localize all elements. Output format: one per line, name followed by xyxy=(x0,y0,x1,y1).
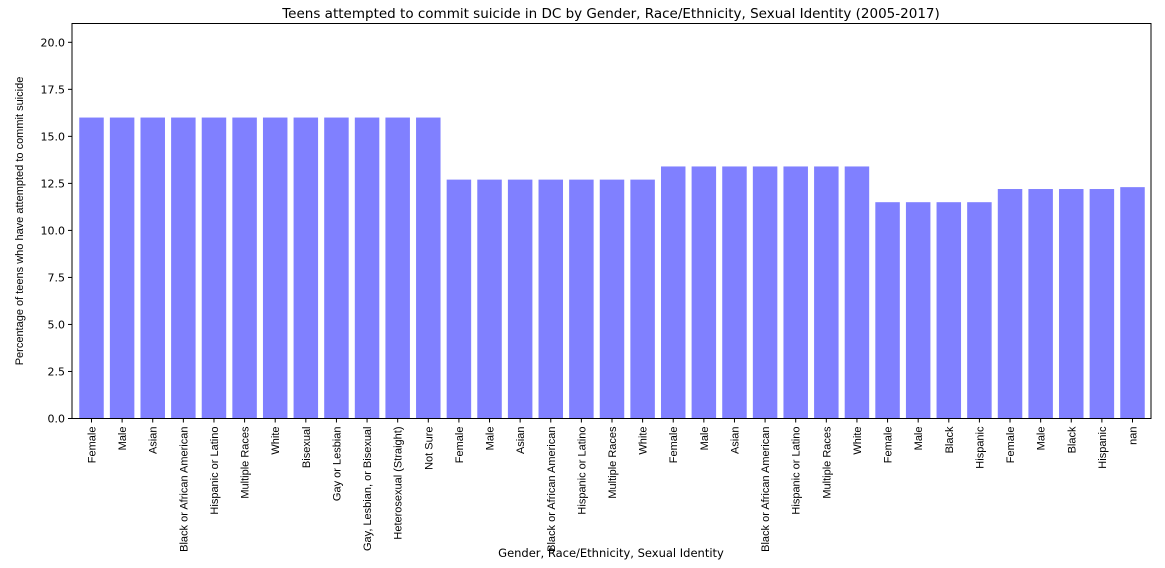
x-tick-label: Gay or Lesbian xyxy=(331,427,343,502)
x-tick-label: Female xyxy=(668,427,680,464)
x-tick-label: Multiple Races xyxy=(821,426,833,499)
chart-title: Teens attempted to commit suicide in DC … xyxy=(281,6,940,22)
x-tick-label: Multiple Races xyxy=(607,426,619,499)
x-axis: Female Male Asian Black or African American… xyxy=(87,418,1140,552)
bars xyxy=(79,117,1145,419)
bar xyxy=(1028,189,1053,419)
bar xyxy=(752,166,778,419)
y-tick-label: 12.5 xyxy=(41,177,66,190)
x-tick-label: White xyxy=(852,427,864,455)
x-tick-label: Male xyxy=(117,427,129,451)
bar xyxy=(967,202,992,419)
bar xyxy=(936,202,962,419)
bar xyxy=(997,189,1023,419)
x-tick-label: Male xyxy=(699,427,711,451)
bar xyxy=(538,179,564,419)
bar xyxy=(232,117,257,419)
y-tick-label: 17.5 xyxy=(41,83,66,96)
bar xyxy=(844,166,870,419)
x-tick-label: Hispanic xyxy=(1097,426,1109,469)
x-tick-label: Female xyxy=(454,427,466,464)
bar xyxy=(171,117,196,419)
y-tick-label: 15.0 xyxy=(41,130,66,143)
y-tick-label: 7.5 xyxy=(48,271,66,284)
bar xyxy=(783,166,808,419)
x-tick-label: Female xyxy=(87,427,99,464)
x-tick-label: Gay, Lesbian, or Bisexual xyxy=(362,427,374,552)
bar xyxy=(722,166,747,419)
bar xyxy=(1089,189,1115,419)
x-tick-label: Asian xyxy=(729,427,741,455)
x-tick-label: Multiple Races xyxy=(240,426,252,499)
bar xyxy=(446,179,472,419)
bar xyxy=(477,179,502,419)
bar xyxy=(691,166,717,419)
bar xyxy=(630,179,655,419)
bar xyxy=(905,202,931,419)
x-tick-label: White xyxy=(270,427,282,455)
bar xyxy=(385,117,410,419)
x-axis-label: Gender, Race/Ethnicity, Sexual Identity xyxy=(498,546,724,560)
y-tick-label: 10.0 xyxy=(41,224,66,237)
x-tick-label: Male xyxy=(485,427,497,451)
x-tick-label: Hispanic xyxy=(974,426,986,469)
x-tick-label: Black or African American xyxy=(546,427,558,552)
bar xyxy=(660,166,686,419)
bar xyxy=(875,202,900,419)
y-axis-label: Percentage of teens who have attempted t… xyxy=(14,77,26,366)
y-tick-label: 0.0 xyxy=(48,413,66,426)
bar xyxy=(507,179,533,419)
y-tick-label: 20.0 xyxy=(41,36,66,49)
x-tick-label: Hispanic or Latino xyxy=(209,427,221,515)
bar xyxy=(324,117,349,419)
x-tick-label: White xyxy=(638,427,650,455)
y-tick-label: 2.5 xyxy=(48,365,66,378)
bar xyxy=(1120,187,1145,419)
bar xyxy=(416,117,441,419)
bar xyxy=(79,117,104,419)
x-tick-label: Female xyxy=(1005,427,1017,464)
x-tick-label: Asian xyxy=(515,427,527,455)
bar xyxy=(140,117,165,419)
x-tick-label: Male xyxy=(1036,427,1048,451)
bar xyxy=(599,179,625,419)
x-tick-label: Not Sure xyxy=(423,427,435,470)
x-tick-label: Black xyxy=(1066,426,1078,453)
x-tick-label: Black or African American xyxy=(760,427,772,552)
x-tick-label: Heterosexual (Straight) xyxy=(393,427,405,540)
bar xyxy=(569,179,594,419)
y-tick-label: 5.0 xyxy=(48,318,66,331)
y-axis: 0.0 2.5 5.0 7.5 10.0 12.5 15.0 17.5 20.0 xyxy=(41,36,72,426)
x-tick-label: Black or African American xyxy=(178,427,190,552)
x-tick-label: nan xyxy=(1128,427,1140,445)
x-tick-label: Bisexual xyxy=(301,427,313,469)
x-tick-label: Hispanic or Latino xyxy=(791,427,803,515)
bar xyxy=(109,117,135,419)
bar xyxy=(354,117,380,419)
bar xyxy=(262,117,288,419)
x-tick-label: Black xyxy=(944,426,956,453)
bar xyxy=(814,166,839,419)
x-tick-label: Female xyxy=(883,427,895,464)
bar xyxy=(1059,189,1084,419)
x-tick-label: Male xyxy=(913,427,925,451)
bar xyxy=(201,117,227,419)
x-tick-label: Hispanic or Latino xyxy=(576,427,588,515)
bar xyxy=(293,117,319,419)
x-tick-label: Asian xyxy=(148,427,160,455)
plot-frame xyxy=(71,23,1152,419)
